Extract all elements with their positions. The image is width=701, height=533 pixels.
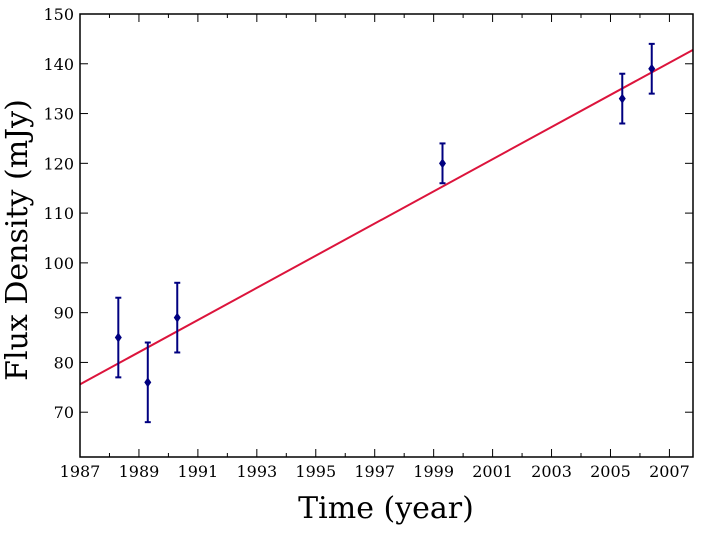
data-marker: [144, 377, 152, 388]
x-tick-label: 1997: [354, 462, 395, 481]
data-point: [618, 72, 626, 125]
y-axis-title: Flux Density (mJy): [0, 99, 35, 381]
x-tick-label: 2005: [590, 462, 631, 481]
x-tick-label: 1991: [178, 462, 219, 481]
data-marker: [618, 93, 626, 104]
axis-ticks: 1987 1989 1991 1993 1995 1997 1999 2001 2003 2005…: [43, 5, 693, 481]
data-point: [144, 341, 152, 424]
x-tick-label: 1999: [413, 462, 454, 481]
data-point: [648, 42, 656, 95]
x-tick-label: 2001: [472, 462, 513, 481]
plot-area: [80, 42, 693, 424]
y-tick-label: 100: [43, 254, 74, 273]
data-marker: [438, 158, 446, 169]
x-tick-label: 1993: [236, 462, 277, 481]
x-tick-label: 1989: [119, 462, 160, 481]
y-tick-label: 90: [54, 304, 74, 323]
x-tick-label: 1995: [295, 462, 336, 481]
x-tick-label: 1987: [60, 462, 101, 481]
data-marker: [114, 332, 122, 343]
y-tick-label: 110: [43, 204, 74, 223]
x-tick-label: 2003: [531, 462, 572, 481]
data-point: [438, 142, 446, 185]
data-point: [114, 296, 122, 379]
y-tick-label: 80: [54, 353, 74, 372]
data-marker: [648, 63, 656, 74]
y-tick-label: 150: [43, 5, 74, 24]
y-tick-label: 70: [54, 403, 74, 422]
x-tick-label: 2007: [649, 462, 690, 481]
fit-line: [80, 48, 693, 386]
data-point: [173, 281, 181, 354]
x-axis-title: Time (year): [298, 491, 474, 526]
y-tick-label: 120: [43, 154, 74, 173]
y-tick-label: 140: [43, 55, 74, 74]
data-marker: [173, 312, 181, 323]
plot-frame: [79, 13, 694, 458]
y-tick-label: 130: [43, 105, 74, 124]
